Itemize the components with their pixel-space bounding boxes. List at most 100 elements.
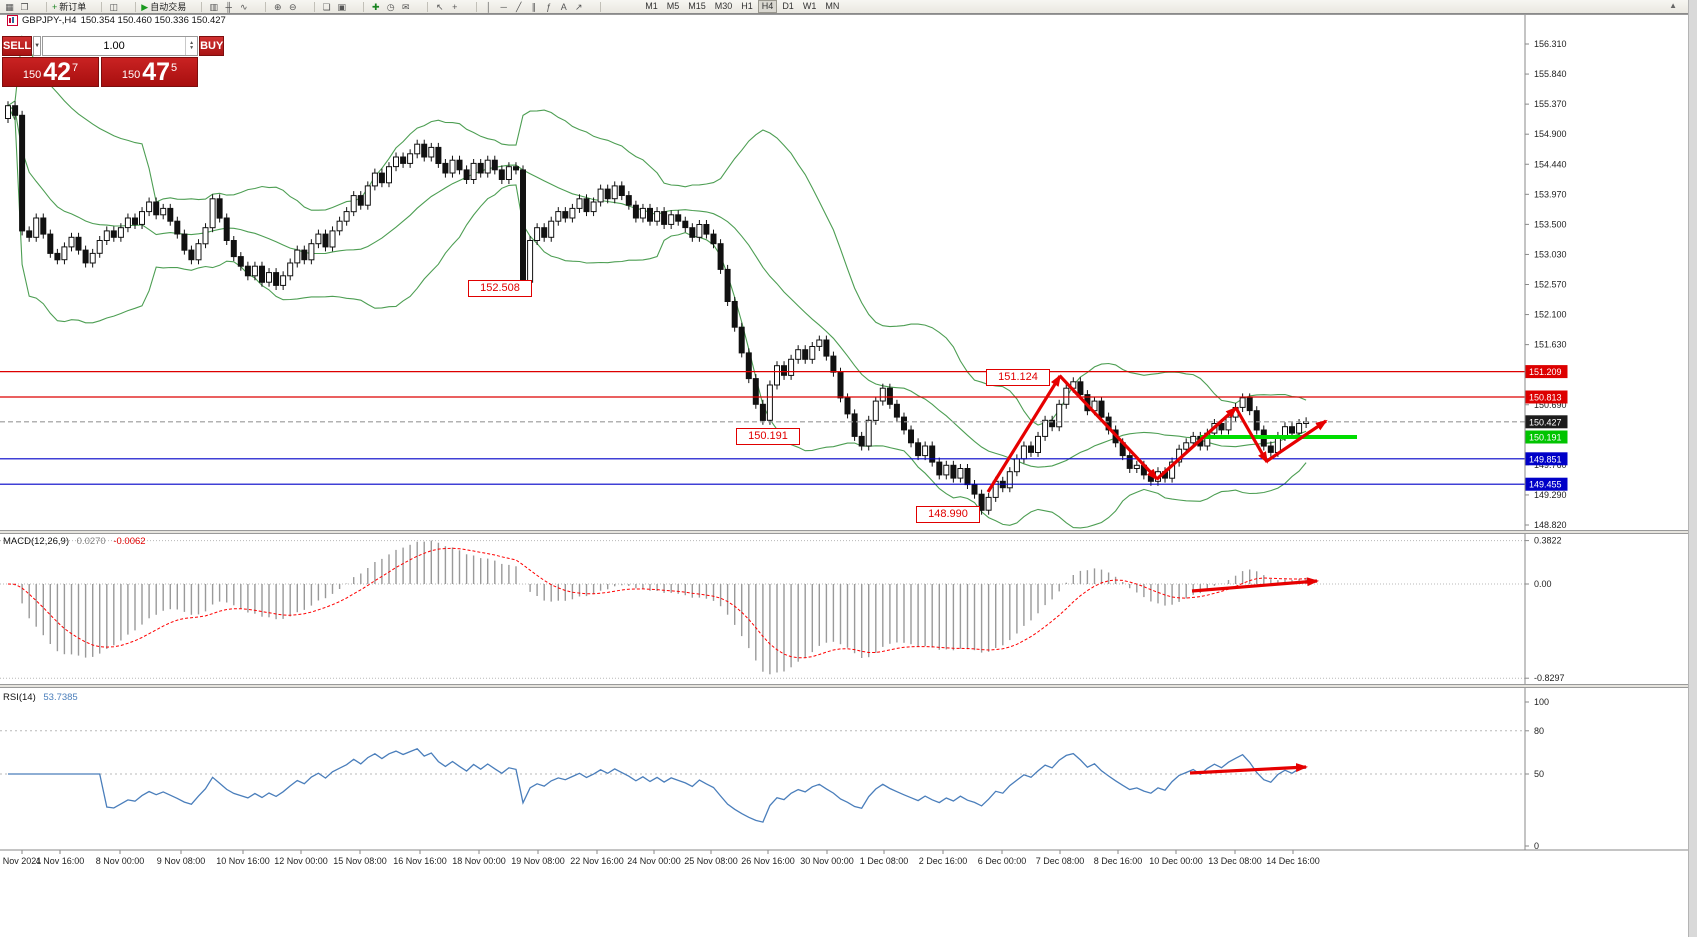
timeframe-m15[interactable]: M15 [688, 1, 706, 11]
volume-stepper[interactable]: ▲ ▼ [185, 37, 197, 55]
crosshair-icon[interactable]: + [452, 1, 458, 12]
rsi-trend-arrow[interactable] [1189, 763, 1308, 775]
time-tick-label: 25 Nov 08:00 [684, 856, 738, 866]
profiles-icon[interactable]: ❐ [20, 1, 29, 12]
price-trend-arrow-1[interactable] [986, 374, 1062, 493]
rsi-splitter[interactable] [0, 684, 1688, 688]
candle [943, 464, 950, 476]
axis-price-box [1525, 415, 1568, 429]
fibonacci-icon[interactable]: ƒ [546, 1, 552, 12]
price-trend-arrow-5[interactable] [1266, 419, 1328, 463]
candle [632, 204, 639, 219]
bar-chart-icon[interactable]: ▥ [209, 1, 218, 12]
price-tag-150.191[interactable]: 150.191 [736, 428, 800, 445]
timeframe-mn[interactable]: MN [825, 1, 840, 11]
timeframe-d1[interactable]: D1 [782, 1, 794, 11]
sell-button[interactable]: SELL [2, 36, 33, 56]
horizontal-line-icon[interactable]: ─ [500, 1, 507, 12]
candle [1006, 471, 1013, 489]
timeframe-m1[interactable]: M1 [645, 1, 658, 11]
new-chart-icon[interactable]: ▦ [5, 1, 14, 12]
toolbar-group-order: + 新订单 [51, 1, 87, 13]
price-tick-label: 153.030 [1534, 249, 1567, 259]
volume-input[interactable] [43, 37, 186, 55]
periods-icon[interactable]: ◷ [386, 1, 395, 12]
timeframe-h1[interactable]: H1 [741, 1, 753, 11]
trend-arrows[interactable] [986, 374, 1328, 775]
order-options-dropdown[interactable]: ▼ [33, 36, 42, 56]
toolbar-group-file: ▦ ❐ [2, 1, 32, 13]
new-order-button[interactable]: + 新订单 [52, 1, 87, 13]
candle [689, 227, 696, 238]
text-icon[interactable]: A [560, 1, 567, 12]
price-tag-151.124[interactable]: 151.124 [986, 369, 1050, 386]
time-tick-label: 26 Nov 16:00 [741, 856, 795, 866]
cascade-windows-icon[interactable]: ▣ [337, 1, 346, 12]
candle [908, 429, 914, 444]
candle [1126, 455, 1133, 469]
candle [675, 214, 682, 222]
candle [428, 146, 435, 158]
toolbar-scroll-up-icon[interactable]: ▲ [1669, 1, 1677, 10]
price-tag-152.508[interactable]: 152.508 [468, 280, 532, 297]
candle [280, 275, 287, 286]
toolbar-separator [46, 1, 47, 12]
candles-series [5, 101, 1310, 515]
zoom-in-icon[interactable]: ⊕ [273, 1, 282, 12]
time-tick-label: 8 Nov 00:00 [96, 856, 145, 866]
time-tick-label: 14 Dec 16:00 [1266, 856, 1320, 866]
timeframe-h4[interactable]: H4 [757, 0, 778, 13]
price-trend-arrow-4[interactable] [1234, 407, 1269, 464]
buy-price[interactable]: 150 47 5 [101, 57, 198, 87]
vertical-line-icon[interactable]: │ [485, 1, 492, 12]
price-tag-148.990[interactable]: 148.990 [916, 506, 980, 523]
candle [583, 198, 590, 213]
toolbar-group-autotrade: ▶ 自动交易 [140, 1, 187, 13]
price-scale[interactable]: 156.310 155.840 155.370 154.900 154.440 153.9… [1524, 15, 1568, 850]
macd-splitter[interactable] [0, 530, 1688, 534]
line-chart-icon[interactable]: ∿ [239, 1, 248, 12]
candle [562, 211, 569, 219]
timeframe-m30[interactable]: M30 [714, 1, 733, 11]
autotrading-button[interactable]: ▶ 自动交易 [141, 1, 187, 13]
indicators-icon[interactable]: ✚ [371, 1, 380, 12]
candle [5, 105, 11, 119]
channel-icon[interactable]: ∥ [531, 1, 536, 12]
price-trend-arrow-3[interactable] [1155, 406, 1238, 481]
toolbar-group-pointer: ↖ + [432, 1, 462, 13]
trendline-icon[interactable]: ╱ [516, 1, 522, 12]
sell-price[interactable]: 150 42 7 [2, 57, 99, 87]
toolbar-group-zoom: ⊕ ⊖ [270, 1, 300, 13]
candlestick-chart-icon[interactable]: ╫ [225, 1, 232, 12]
candle [61, 246, 68, 261]
volume-step-down-icon[interactable]: ▼ [189, 45, 195, 51]
volume-step-up-icon[interactable]: ▲ [189, 40, 195, 46]
timeframe-m5[interactable]: M5 [666, 1, 680, 11]
templates-icon[interactable]: ✉ [401, 1, 410, 12]
timeframe-w1[interactable]: W1 [802, 1, 817, 11]
rsi-name: RSI(14) [3, 692, 36, 703]
candle [287, 262, 294, 277]
one-click-trading-panel: SELL ▼ ▲ ▼ BUY 150 42 7 150 47 5 [2, 36, 225, 87]
chart-window-icon[interactable]: ◫ [109, 1, 119, 12]
window-edge-strip[interactable] [1688, 0, 1697, 937]
candle [766, 384, 773, 421]
candle [837, 371, 844, 399]
candle [569, 207, 576, 219]
macd-signal-line [7, 547, 1307, 659]
candle [1246, 397, 1253, 412]
time-tick-label: 9 Nov 08:00 [157, 856, 206, 866]
macd-trend-arrow[interactable] [1191, 577, 1319, 593]
zoom-out-icon[interactable]: ⊖ [288, 1, 297, 12]
price-trend-arrow-2[interactable] [1058, 374, 1159, 481]
tile-windows-icon[interactable]: ❏ [322, 1, 331, 12]
buy-button[interactable]: BUY [199, 36, 225, 56]
price-tick-label: 154.440 [1534, 159, 1567, 169]
candle [484, 159, 491, 174]
cursor-icon[interactable]: ↖ [435, 1, 444, 12]
arrow-tool-icon[interactable]: ↗ [574, 1, 583, 12]
candle [350, 195, 357, 213]
toolbar-group-window: ◫ [106, 1, 121, 13]
